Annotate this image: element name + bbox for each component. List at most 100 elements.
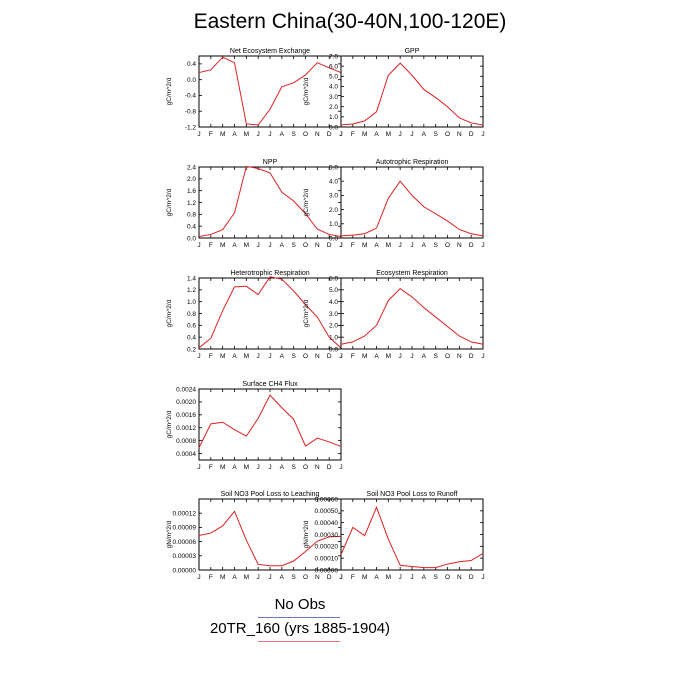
x-tick-label: J xyxy=(257,574,260,581)
x-tick-label: O xyxy=(445,131,450,138)
y-tick-label: 0.0020 xyxy=(176,399,196,406)
x-tick-label: D xyxy=(327,131,332,138)
x-tick-label: J xyxy=(197,353,200,360)
y-tick-label: 0.00020 xyxy=(315,544,339,551)
x-tick-label: J xyxy=(481,242,484,249)
legend-run-label: 20TR_160 (yrs 1885-1904) xyxy=(209,620,391,637)
y-tick-label: 0.4 xyxy=(187,223,196,230)
plot-title: Heterotrophic Respiration xyxy=(230,270,309,277)
x-tick-label: M xyxy=(220,574,225,581)
x-tick-label: A xyxy=(232,464,237,471)
x-tick-label: M xyxy=(220,131,225,138)
x-tick-label: J xyxy=(399,131,402,138)
y-tick-label: 0.00009 xyxy=(173,525,197,532)
x-tick-label: M xyxy=(386,574,391,581)
x-tick-label: J xyxy=(257,464,260,471)
x-tick-label: J xyxy=(339,353,342,360)
y-tick-label: 0.4 xyxy=(187,61,196,68)
plot-frame xyxy=(198,388,342,461)
y-tick-label: 0.0024 xyxy=(176,386,196,393)
x-tick-label: F xyxy=(209,574,213,581)
x-tick-label: M xyxy=(362,574,367,581)
x-tick-label: M xyxy=(386,242,391,249)
x-tick-label: N xyxy=(315,574,320,581)
x-tick-label: O xyxy=(303,353,308,360)
y-tick-label: -0.8 xyxy=(185,109,197,116)
x-tick-label: A xyxy=(422,131,427,138)
y-tick-label: 2.0 xyxy=(329,207,338,214)
x-tick-label: D xyxy=(469,242,474,249)
x-tick-label: S xyxy=(433,131,438,138)
y-tick-label: 0.0004 xyxy=(176,451,196,458)
series-line xyxy=(198,510,342,567)
x-tick-label: S xyxy=(433,574,438,581)
y-axis-label: gC/m^2/d xyxy=(303,77,310,105)
y-tick-label: 2.0 xyxy=(329,323,338,330)
series-line xyxy=(198,165,342,238)
series-line xyxy=(198,276,342,349)
x-tick-label: N xyxy=(457,574,462,581)
x-tick-label: S xyxy=(433,353,438,360)
x-tick-label: J xyxy=(399,242,402,249)
x-tick-label: J xyxy=(339,464,342,471)
y-tick-label: 0.00000 xyxy=(173,567,197,574)
legend-no-obs-label: No Obs xyxy=(274,596,326,613)
y-tick-label: 0.0016 xyxy=(176,412,196,419)
x-tick-label: A xyxy=(374,131,379,138)
x-tick-label: M xyxy=(244,353,249,360)
y-tick-label: 5.0 xyxy=(329,164,338,171)
x-tick-label: J xyxy=(197,242,200,249)
series-line xyxy=(340,180,484,237)
y-tick-label: 0.00030 xyxy=(315,532,339,539)
x-tick-label: D xyxy=(469,131,474,138)
y-tick-label: 1.0 xyxy=(187,299,196,306)
x-tick-label: A xyxy=(374,242,379,249)
x-tick-label: O xyxy=(445,242,450,249)
y-tick-label: 0.00060 xyxy=(315,496,339,503)
x-tick-label: D xyxy=(327,242,332,249)
x-tick-label: M xyxy=(220,353,225,360)
y-tick-label: -1.2 xyxy=(185,124,197,131)
x-tick-label: J xyxy=(268,242,271,249)
x-tick-label: M xyxy=(244,242,249,249)
y-tick-label: 0.0 xyxy=(187,77,196,84)
y-axis-label: gC/m^2/d xyxy=(303,299,310,327)
x-tick-label: J xyxy=(268,131,271,138)
plot-title: NPP xyxy=(263,159,278,166)
y-axis-label: gC/m^2/d xyxy=(166,77,173,105)
x-tick-label: O xyxy=(303,242,308,249)
legend-no-obs-line xyxy=(258,617,340,618)
x-tick-label: M xyxy=(244,574,249,581)
x-tick-label: F xyxy=(209,131,213,138)
x-tick-label: J xyxy=(268,464,271,471)
y-tick-label: 0.00010 xyxy=(315,555,339,562)
y-tick-label: 4.0 xyxy=(329,179,338,186)
plot-frame xyxy=(198,55,342,128)
x-tick-label: A xyxy=(422,242,427,249)
x-tick-label: M xyxy=(220,242,225,249)
x-tick-label: A xyxy=(280,353,285,360)
x-tick-label: A xyxy=(374,353,379,360)
plot-frame xyxy=(340,277,484,350)
x-tick-label: S xyxy=(291,464,296,471)
y-tick-label: 0.00006 xyxy=(173,539,197,546)
series-line xyxy=(340,287,484,345)
y-tick-label: 0.0 xyxy=(329,346,338,353)
plot-title: Autotrophic Respiration xyxy=(376,159,449,166)
y-tick-label: 0.2 xyxy=(187,346,196,353)
x-tick-label: F xyxy=(351,242,355,249)
x-tick-label: J xyxy=(339,353,342,360)
y-tick-label: 0.0 xyxy=(329,124,338,131)
y-tick-label: 0.00040 xyxy=(315,520,339,527)
y-axis-label: gN/m^2/d xyxy=(166,520,173,548)
x-tick-label: F xyxy=(351,353,355,360)
x-tick-label: J xyxy=(339,574,342,581)
y-tick-label: 5.0 xyxy=(329,74,338,81)
y-tick-label: 2.4 xyxy=(187,164,196,171)
x-tick-label: A xyxy=(422,353,427,360)
x-tick-label: J xyxy=(197,464,200,471)
x-tick-label: A xyxy=(232,242,237,249)
x-tick-label: N xyxy=(315,353,320,360)
x-tick-label: D xyxy=(469,353,474,360)
x-tick-label: N xyxy=(457,353,462,360)
